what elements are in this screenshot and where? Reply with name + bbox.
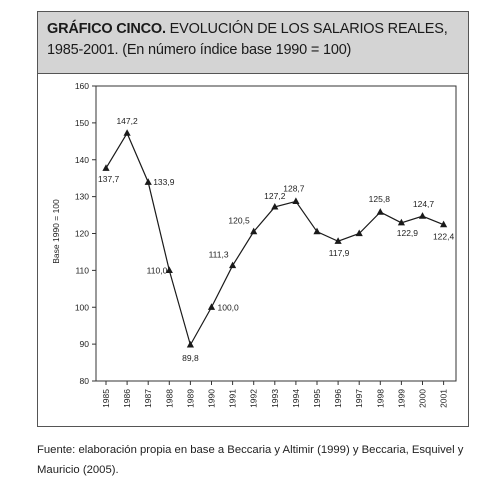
x-tick-label: 1992 — [249, 389, 259, 408]
data-point — [271, 202, 279, 210]
data-point — [397, 218, 405, 226]
x-tick-label: 1995 — [312, 389, 322, 408]
data-label: 137,7 — [98, 174, 120, 184]
data-point — [418, 212, 427, 219]
x-tick-label: 1994 — [291, 389, 301, 408]
data-label: 122,4 — [433, 232, 455, 242]
data-label: 111,3 — [209, 250, 229, 260]
x-tick-label: 1990 — [207, 389, 217, 408]
data-point — [186, 340, 194, 348]
x-tick-label: 2000 — [418, 389, 428, 408]
data-point — [376, 208, 384, 215]
data-point — [207, 303, 216, 310]
y-tick-label: 80 — [80, 376, 90, 386]
data-point — [123, 129, 131, 136]
data-label: 117,9 — [329, 248, 350, 258]
y-axis-label: Base 1990 = 100 — [51, 199, 61, 264]
data-point — [144, 178, 152, 185]
data-point — [165, 266, 173, 273]
data-point — [313, 227, 321, 235]
x-tick-label: 1998 — [375, 389, 385, 408]
data-point — [440, 220, 448, 228]
x-tick-label: 1985 — [101, 389, 111, 408]
data-label: 124,7 — [413, 199, 435, 209]
data-point — [334, 237, 342, 244]
y-tick-label: 120 — [75, 229, 89, 239]
data-label: 110,0 — [147, 265, 168, 275]
x-tick-label: 1987 — [143, 389, 153, 408]
data-label: 147,2 — [116, 116, 138, 126]
x-tick-label: 1989 — [185, 389, 195, 408]
chart-title-bold: GRÁFICO CINCO. — [47, 21, 166, 37]
x-tick-label: 1999 — [396, 389, 406, 408]
y-tick-label: 90 — [80, 339, 90, 349]
data-label: 120,5 — [228, 216, 250, 226]
series-line — [105, 131, 444, 347]
data-label: 100,0 — [218, 302, 240, 312]
data-point — [292, 197, 300, 205]
figure-box: GRÁFICO CINCO. EVOLUCIÓN DE LOS SALARIOS… — [37, 11, 469, 427]
x-tick-label: 1991 — [228, 389, 238, 408]
y-tick-label: 130 — [75, 192, 89, 202]
x-tick-label: 1986 — [122, 389, 132, 408]
y-tick-label: 110 — [75, 265, 89, 275]
source-note: Fuente: elaboración propia en base a Bec… — [37, 444, 464, 476]
y-tick-label: 140 — [75, 155, 89, 165]
data-point — [102, 164, 110, 171]
data-label: 133,9 — [153, 177, 175, 187]
data-label: 125,8 — [369, 194, 391, 204]
data-point — [229, 261, 237, 269]
data-label: 128,7 — [283, 183, 305, 193]
data-label: 127,2 — [264, 191, 286, 201]
chart-title-text: EVOLUCIÓN DE LOS SALARIOS REALES, 1985-2… — [47, 21, 448, 58]
data-label: 89,8 — [182, 353, 199, 363]
data-point — [250, 227, 258, 235]
data-label: 122,9 — [397, 228, 419, 238]
x-tick-label: 1997 — [354, 389, 364, 408]
x-tick-label: 1988 — [164, 389, 174, 408]
y-tick-label: 100 — [75, 302, 89, 312]
x-tick-label: 1993 — [270, 389, 280, 408]
x-tick-label: 2001 — [439, 389, 449, 408]
y-tick-label: 150 — [75, 118, 89, 128]
chart-title: GRÁFICO CINCO. EVOLUCIÓN DE LOS SALARIOS… — [38, 12, 468, 74]
x-tick-label: 1996 — [333, 389, 343, 408]
data-point — [355, 229, 363, 237]
y-tick-label: 160 — [75, 81, 89, 91]
chart-plot: 80 90 100 110 120 130 140 150 160 1985 1986 1987 198… — [51, 81, 457, 408]
